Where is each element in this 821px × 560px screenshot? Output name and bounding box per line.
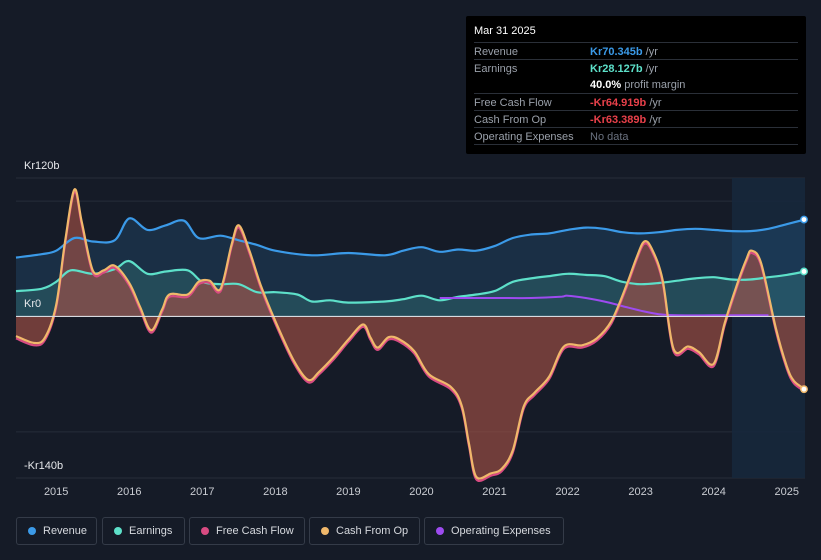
tooltip-suffix: profit margin (621, 79, 686, 91)
revenue-line (15, 217, 806, 259)
legend-label: Cash From Op (336, 525, 409, 537)
legend-item-free-cash-flow[interactable]: Free Cash Flow (189, 517, 305, 545)
earnings-end-marker (800, 267, 808, 276)
x-tick-label: 2024 (701, 486, 725, 498)
y-axis-bottom-label: -Kr140b (24, 460, 64, 472)
x-tick-label: 2018 (263, 486, 287, 498)
data-tooltip: Mar 31 2025 Revenue Kr70.345b /yr Earnin… (466, 16, 806, 154)
tooltip-suffix: /yr (646, 97, 662, 109)
x-tick-label: 2016 (117, 486, 141, 498)
x-tick-label: 2015 (44, 486, 68, 498)
tooltip-date: Mar 31 2025 (474, 25, 536, 37)
tooltip-bottom-rule (474, 144, 798, 145)
x-tick-label: 2017 (190, 486, 214, 498)
tooltip-label: Revenue (474, 46, 519, 58)
legend-label: Free Cash Flow (216, 525, 294, 537)
legend-dot-icon (321, 527, 329, 535)
tooltip-row-free-cash-flow: Free Cash Flow -Kr64.919b /yr (474, 93, 798, 111)
legend-dot-icon (436, 527, 444, 535)
tooltip-suffix: /yr (642, 63, 658, 75)
tooltip-value: Kr28.127b (590, 63, 643, 75)
tooltip-row-cash-from-op: Cash From Op -Kr63.389b /yr (474, 110, 798, 128)
tooltip-value: -Kr63.389b (590, 114, 647, 126)
free-cash-flow-area (16, 191, 805, 481)
legend-item-cash-from-op[interactable]: Cash From Op (309, 517, 420, 545)
legend-label: Operating Expenses (451, 525, 551, 537)
x-tick-label: 2020 (409, 486, 433, 498)
tooltip-suffix: /yr (646, 114, 662, 126)
earnings-line (15, 259, 806, 304)
x-tick-label: 2019 (336, 486, 360, 498)
x-tick-label: 2022 (555, 486, 579, 498)
tooltip-value: -Kr64.919b (590, 97, 647, 109)
cash-from-op-end-marker (800, 385, 808, 394)
tooltip-suffix: /yr (642, 46, 658, 58)
revenue-end-marker (800, 215, 808, 224)
legend-item-operating-expenses[interactable]: Operating Expenses (424, 517, 564, 545)
legend-label: Earnings (129, 525, 173, 537)
tooltip-value: No data (590, 131, 629, 143)
tooltip-value: 40.0% (590, 79, 622, 91)
legend-dot-icon (114, 527, 122, 535)
tooltip-label: Free Cash Flow (474, 97, 552, 109)
tooltip-row-margin: 40.0% profit margin (474, 76, 798, 93)
y-axis-top-label: Kr120b (24, 160, 60, 172)
y-axis-zero-label: Kr0 (24, 298, 42, 310)
tooltip-value: Kr70.345b (590, 46, 643, 58)
tooltip-row-operating-expenses: Operating Expenses No data (474, 127, 798, 145)
x-tick-label: 2025 (774, 486, 798, 498)
legend-dot-icon (28, 527, 36, 535)
tooltip-label: Earnings (474, 63, 518, 75)
legend-item-revenue[interactable]: Revenue (16, 517, 97, 545)
operating-expenses-line (439, 294, 769, 317)
legend-dot-icon (201, 527, 209, 535)
tooltip-row-earnings: Earnings Kr28.127b /yr (474, 59, 798, 77)
legend-item-earnings[interactable]: Earnings (102, 517, 185, 545)
legend-label: Revenue (43, 525, 88, 537)
cash-from-op-line (15, 188, 806, 480)
x-tick-label: 2021 (482, 486, 506, 498)
tooltip-row-revenue: Revenue Kr70.345b /yr (474, 42, 798, 60)
x-tick-label: 2023 (628, 486, 652, 498)
tooltip-label: Operating Expenses (474, 131, 574, 143)
tooltip-label: Cash From Op (474, 114, 547, 126)
cash-from-op-area (16, 189, 805, 479)
